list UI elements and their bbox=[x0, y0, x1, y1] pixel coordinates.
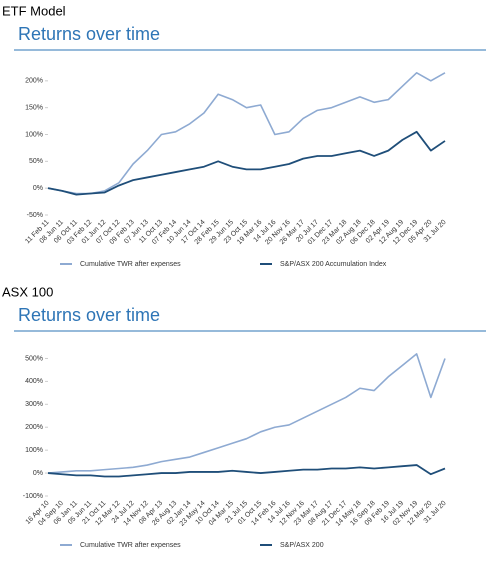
y-tick-label: 300% bbox=[25, 401, 43, 408]
y-tick-label: 100% bbox=[25, 131, 43, 138]
y-tick-label: 150% bbox=[25, 105, 43, 112]
legend-label: S&P/ASX 200 bbox=[280, 542, 324, 549]
series-line bbox=[47, 71, 446, 195]
legend-label: Cumulative TWR after expenses bbox=[80, 542, 181, 549]
chart-title: Returns over time bbox=[18, 305, 160, 325]
chart-title: Returns over time bbox=[18, 24, 160, 44]
y-tick-label: -50% bbox=[27, 212, 43, 219]
legend-label: Cumulative TWR after expenses bbox=[80, 261, 181, 268]
y-tick-label: 100% bbox=[25, 447, 43, 454]
y-tick-label: 400% bbox=[25, 378, 43, 385]
y-tick-label: 0% bbox=[33, 185, 43, 192]
legend-label: S&P/ASX 200 Accumulation Index bbox=[280, 261, 387, 268]
series-line bbox=[47, 130, 446, 196]
y-tick-label: 200% bbox=[25, 424, 43, 431]
y-tick-label: 200% bbox=[25, 78, 43, 85]
y-tick-label: 0% bbox=[33, 470, 43, 477]
section-label: ASX 100 bbox=[2, 284, 53, 299]
y-tick-label: 50% bbox=[29, 158, 43, 165]
section-label: ETF Model bbox=[2, 3, 66, 18]
y-tick-label: 500% bbox=[25, 355, 43, 362]
series-line bbox=[47, 464, 446, 478]
series-line bbox=[47, 353, 446, 474]
y-tick-label: -100% bbox=[23, 493, 43, 500]
